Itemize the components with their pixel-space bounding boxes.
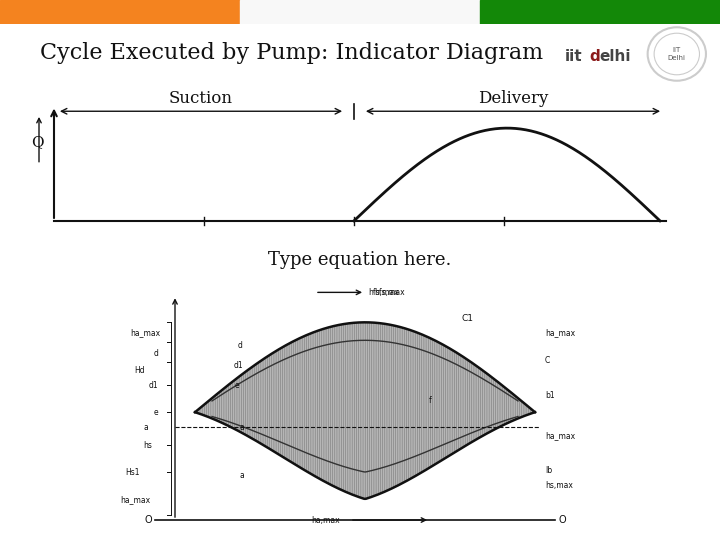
Text: hfs,max: hfs,max xyxy=(374,288,405,297)
Text: d1: d1 xyxy=(148,381,158,390)
Text: hfs,max: hfs,max xyxy=(368,288,399,297)
Text: d: d xyxy=(589,50,600,64)
Text: e: e xyxy=(153,408,158,417)
Text: Cycle Executed by Pump: Indicator Diagram: Cycle Executed by Pump: Indicator Diagra… xyxy=(40,42,543,64)
Text: O: O xyxy=(558,515,566,525)
Text: ha_max: ha_max xyxy=(545,328,575,337)
Text: Hd: Hd xyxy=(135,366,145,375)
Text: Suction: Suction xyxy=(169,90,233,107)
Text: iit: iit xyxy=(565,50,582,64)
Text: f: f xyxy=(428,396,431,404)
Text: C: C xyxy=(545,356,550,365)
Text: ha_max: ha_max xyxy=(120,496,150,504)
Bar xyxy=(0,0,240,24)
Text: C1: C1 xyxy=(462,314,474,323)
Text: d: d xyxy=(153,349,158,358)
Text: a: a xyxy=(240,470,244,480)
Text: hs,max: hs,max xyxy=(545,481,573,490)
Text: Q: Q xyxy=(31,135,43,149)
Bar xyxy=(480,0,720,24)
Text: Delivery: Delivery xyxy=(478,90,548,107)
Text: d: d xyxy=(238,341,243,350)
Text: a: a xyxy=(240,423,244,431)
Text: ha_max: ha_max xyxy=(545,431,575,440)
Bar xyxy=(240,0,480,24)
Text: ha_max: ha_max xyxy=(130,328,160,337)
Text: Type equation here.: Type equation here. xyxy=(269,251,451,269)
Text: elhi: elhi xyxy=(599,50,631,64)
Text: d1: d1 xyxy=(233,361,243,370)
Text: IIT
Delhi: IIT Delhi xyxy=(668,48,685,60)
Text: lb: lb xyxy=(545,465,552,475)
Text: O: O xyxy=(144,515,152,525)
Text: Hs1: Hs1 xyxy=(125,468,140,477)
Text: hs: hs xyxy=(143,441,152,450)
Text: ha,max: ha,max xyxy=(311,516,340,524)
Text: e: e xyxy=(235,381,239,390)
Text: a: a xyxy=(143,423,148,431)
Text: b1: b1 xyxy=(545,391,554,400)
